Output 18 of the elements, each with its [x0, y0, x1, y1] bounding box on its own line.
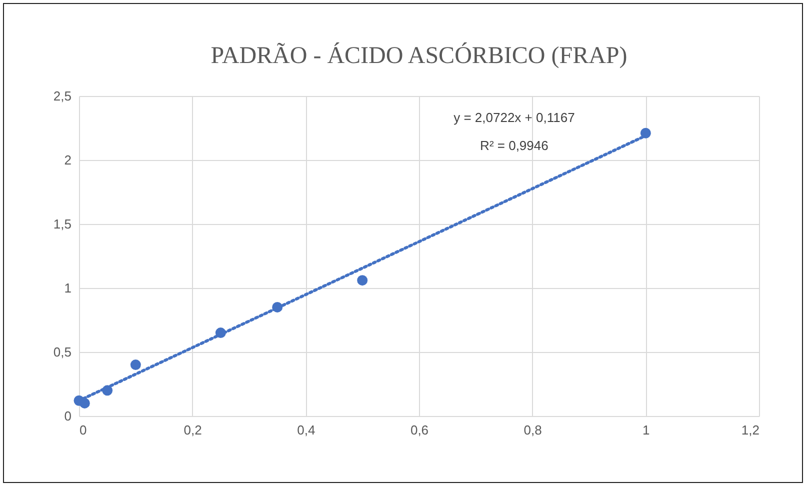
y-tick-label: 1,5 — [53, 216, 72, 232]
chart-title: PADRÃO - ÁCIDO ASCÓRBICO (FRAP) — [210, 42, 628, 69]
x-tick-label: 0 — [80, 422, 87, 438]
y-tick-label: 1 — [64, 280, 72, 296]
x-tick-label: 0,6 — [410, 422, 429, 438]
x-tick-label: 1 — [642, 422, 650, 438]
point — [130, 360, 141, 370]
y-tick-label: 2,5 — [53, 88, 72, 104]
annotation: y = 2,0722x + 0,1167 — [454, 110, 575, 125]
annotation: R² = 0,9946 — [480, 138, 548, 153]
y-tick-label: 0 — [64, 408, 72, 424]
point — [357, 275, 368, 286]
y-tick-label: 2 — [64, 152, 72, 168]
x-tick-label: 0,8 — [524, 422, 542, 438]
x-tick-label: 0,2 — [184, 422, 202, 438]
x-tick-label: 0,4 — [297, 422, 316, 438]
y-tick-label: 0,5 — [53, 344, 72, 360]
x-tick-label: 1,2 — [741, 422, 760, 438]
